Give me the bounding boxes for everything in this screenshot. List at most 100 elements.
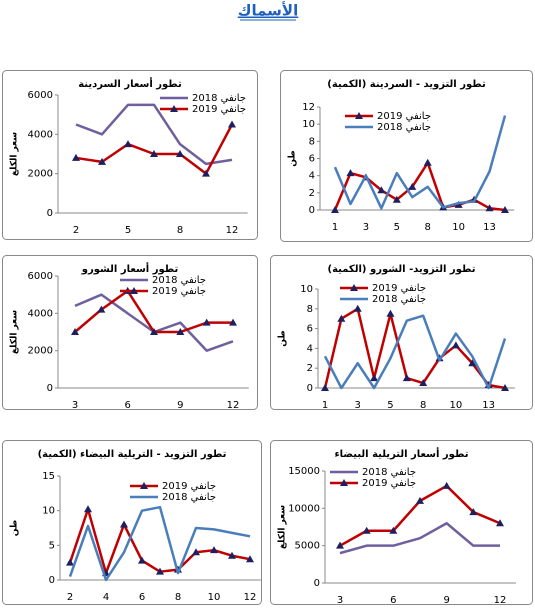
x-tick-label: 12 xyxy=(227,400,240,411)
point-marker xyxy=(377,186,386,194)
legend-label: جانفي 2019 xyxy=(192,104,246,115)
y-tick-label: 4000 xyxy=(28,129,53,140)
point-marker xyxy=(336,541,344,549)
x-tick-label: 6 xyxy=(390,595,396,606)
point-marker xyxy=(501,384,509,391)
legend-label: جانفي 2018 xyxy=(377,122,431,133)
y-axis-label: سعر الكلغ xyxy=(10,310,20,354)
x-tick-label: 13 xyxy=(482,400,495,411)
y-tick-label: 6000 xyxy=(28,90,53,101)
x-tick-label: 2 xyxy=(67,592,73,603)
x-tick-label: 3 xyxy=(355,400,361,411)
x-tick-label: 8 xyxy=(425,222,431,233)
y-tick-label: 0 xyxy=(309,205,315,216)
point-marker xyxy=(246,555,254,563)
point-marker xyxy=(468,359,477,367)
point-marker xyxy=(150,150,158,157)
legend-label: جانفي 2018 xyxy=(372,294,426,305)
legend-label: جانفي 2019 xyxy=(162,481,216,492)
y-axis-label: طن xyxy=(10,520,20,537)
series-line xyxy=(339,522,500,555)
point-marker xyxy=(156,567,164,575)
y-tick-label: 0 xyxy=(47,208,53,219)
point-marker xyxy=(229,318,237,326)
legend-marker xyxy=(130,287,138,294)
point-marker xyxy=(370,374,379,382)
point-marker xyxy=(408,182,417,190)
point-marker xyxy=(392,195,401,203)
y-tick-label: 8 xyxy=(307,304,313,315)
x-tick-label: 10 xyxy=(208,592,221,603)
y-tick-label: 2 xyxy=(307,363,313,374)
point-marker xyxy=(210,546,218,554)
series-line xyxy=(75,103,233,166)
y-axis-label: سعر الكلغ xyxy=(278,505,288,549)
chart-title: تطور التزويد- الشورو (الكمية) xyxy=(328,264,476,275)
point-marker xyxy=(138,556,146,564)
y-tick-label: 15000 xyxy=(288,466,320,477)
point-marker xyxy=(228,120,236,128)
point-marker xyxy=(353,304,362,312)
x-tick-label: 3 xyxy=(337,595,343,606)
point-marker xyxy=(469,508,478,516)
legend-label: جانفي 2019 xyxy=(372,283,426,294)
y-tick-label: 5 xyxy=(49,540,55,551)
point-marker xyxy=(150,328,158,335)
y-tick-label: 0 xyxy=(307,383,313,394)
point-marker xyxy=(192,548,200,556)
x-tick-label: 5 xyxy=(394,222,400,233)
point-marker xyxy=(362,526,371,534)
page-title: الأسماك xyxy=(238,2,299,20)
point-marker xyxy=(331,206,339,213)
point-marker xyxy=(228,551,236,559)
y-tick-label: 0 xyxy=(47,383,53,394)
legend-marker xyxy=(340,479,348,486)
chart-title: تطور التزويد - السردينة (الكمية) xyxy=(327,79,486,90)
x-tick-label: 1 xyxy=(332,222,338,233)
y-tick-label: 2000 xyxy=(28,169,53,180)
y-tick-label: 2 xyxy=(309,188,315,199)
series-line xyxy=(333,115,507,210)
x-tick-label: 8 xyxy=(175,592,181,603)
x-tick-label: 12 xyxy=(244,592,257,603)
y-tick-label: 2000 xyxy=(28,346,53,357)
point-marker xyxy=(321,384,329,391)
y-tick-label: 6 xyxy=(309,154,315,165)
chart-frame xyxy=(280,70,533,242)
y-axis-label: طن xyxy=(278,330,288,347)
x-tick-label: 8 xyxy=(420,400,426,411)
point-marker xyxy=(66,558,74,566)
point-marker xyxy=(442,481,451,489)
y-tick-label: 0 xyxy=(314,578,320,589)
x-tick-label: 10 xyxy=(450,400,463,411)
y-tick-label: 4000 xyxy=(28,308,53,319)
x-tick-label: 12 xyxy=(226,225,239,236)
chart-title: تطور أسعار التريلية البيضاء xyxy=(335,447,469,460)
legend-label: جانفي 2018 xyxy=(152,275,206,286)
point-marker xyxy=(485,204,494,212)
point-marker xyxy=(97,305,106,313)
x-tick-label: 10 xyxy=(452,222,465,233)
point-marker xyxy=(389,526,398,534)
point-marker xyxy=(386,309,395,317)
x-tick-label: 12 xyxy=(494,595,507,606)
y-tick-label: 15 xyxy=(42,471,55,482)
x-tick-label: 3 xyxy=(363,222,369,233)
y-tick-label: 4 xyxy=(309,171,315,182)
point-marker xyxy=(346,169,355,177)
x-tick-label: 5 xyxy=(387,400,393,411)
y-tick-label: 10000 xyxy=(288,503,320,514)
series-line xyxy=(68,505,251,582)
x-tick-label: 6 xyxy=(139,592,145,603)
point-marker xyxy=(176,328,185,335)
x-tick-label: 2 xyxy=(73,225,79,236)
y-tick-label: 10 xyxy=(300,284,313,295)
x-tick-label: 6 xyxy=(124,400,130,411)
point-marker xyxy=(72,153,80,161)
legend-marker xyxy=(140,482,148,489)
point-marker xyxy=(402,374,411,382)
point-marker xyxy=(120,520,128,528)
x-tick-label: 8 xyxy=(177,225,183,236)
legend-label: جانفي 2018 xyxy=(362,467,416,478)
chart-frame xyxy=(2,255,258,410)
